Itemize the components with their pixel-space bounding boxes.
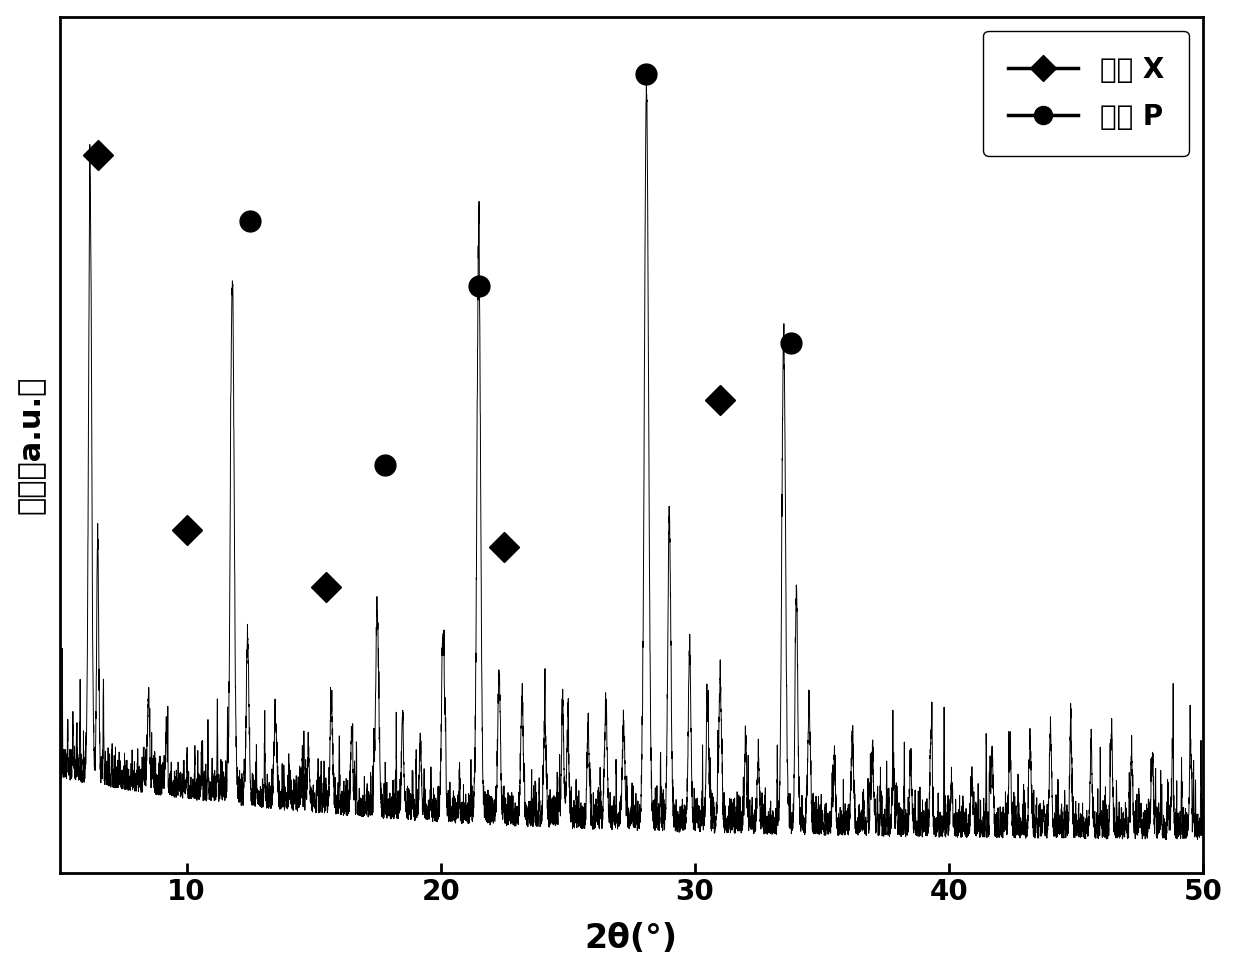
Legend: 沫石 X, 沫石 P: 沫石 X, 沫石 P bbox=[983, 30, 1189, 156]
Y-axis label: 强度（a.u.）: 强度（a.u.） bbox=[16, 375, 46, 514]
X-axis label: 2θ(°): 2θ(°) bbox=[585, 922, 678, 955]
